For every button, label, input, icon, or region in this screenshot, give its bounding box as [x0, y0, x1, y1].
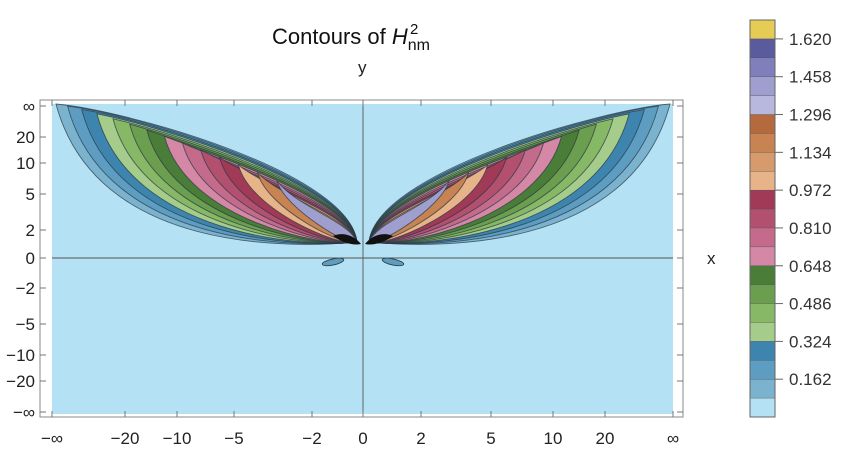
- y-tick-label: −20: [6, 372, 35, 391]
- plot-area: [39, 99, 684, 418]
- colorbar-band: [749, 19, 776, 40]
- colorbar-band: [749, 246, 776, 267]
- contour-core: [333, 234, 361, 245]
- colorbar-band: [749, 133, 776, 153]
- colorbar-band: [749, 341, 776, 361]
- colorbar-label: 0.162: [789, 370, 832, 389]
- colorbar-band: [749, 189, 776, 210]
- x-tick-label: 0: [358, 429, 367, 448]
- y-tick-label: 10: [16, 154, 35, 173]
- colorbar-band: [749, 208, 776, 229]
- colorbar-ticks: [775, 38, 783, 380]
- frame-ticks: [40, 100, 683, 417]
- colorbar-label: 0.486: [789, 295, 832, 314]
- chart-title-prefix: Contours of: [272, 24, 392, 49]
- colorbar-band: [749, 284, 776, 305]
- y-tick-label: 2: [26, 221, 35, 240]
- contour-lobes: [55, 103, 671, 245]
- small-contour-blob: [321, 257, 345, 267]
- y-tick-label: 20: [16, 128, 35, 147]
- x-tick-label: −∞: [41, 429, 63, 448]
- y-tick-label: −2: [16, 279, 35, 298]
- x-tick-label: 10: [544, 429, 563, 448]
- colorbar-band: [749, 152, 776, 172]
- x-tick-label: 5: [486, 429, 495, 448]
- contour-core: [365, 234, 393, 245]
- y-tick-label: −10: [6, 346, 35, 365]
- colorbar-label: 1.620: [789, 30, 832, 49]
- chart-title-sup: 2: [410, 21, 418, 38]
- x-tick-label: −5: [224, 429, 243, 448]
- colorbar-label: 0.648: [789, 257, 832, 276]
- x-tick-label: 2: [416, 429, 425, 448]
- chart-title-symbol: H: [392, 24, 408, 49]
- colorbar: 1.620 1.458 1.296 1.134 0.972 0.810 0.648 0.486…: [749, 19, 832, 418]
- colorbar-label: 1.296: [789, 106, 832, 125]
- colorbar-band: [749, 265, 776, 286]
- colorbar-band: [749, 227, 776, 248]
- y-tick-label: 0: [26, 249, 35, 268]
- y-tick-label: −∞: [13, 403, 35, 422]
- colorbar-bands: [749, 19, 776, 418]
- colorbar-label: 0.810: [789, 219, 832, 238]
- x-tick-label: −10: [163, 429, 192, 448]
- colorbar-band: [749, 397, 776, 418]
- y-tick-label: −5: [16, 315, 35, 334]
- colorbar-band: [749, 303, 776, 323]
- x-tick-label: ∞: [667, 429, 679, 448]
- colorbar-band: [749, 322, 776, 342]
- colorbar-band: [749, 114, 776, 134]
- colorbar-label: 1.134: [789, 143, 832, 162]
- colorbar-labels: 1.620 1.458 1.296 1.134 0.972 0.810 0.648 0.486…: [789, 30, 832, 389]
- x-tick-label: −2: [302, 429, 321, 448]
- colorbar-band: [749, 38, 776, 59]
- colorbar-band: [749, 378, 776, 399]
- colorbar-label: 0.972: [789, 181, 832, 200]
- x-tick-label: 20: [596, 429, 615, 448]
- colorbar-band: [749, 360, 776, 380]
- y-tick-label: ∞: [23, 97, 35, 116]
- chart-title-sub: nm: [408, 37, 430, 54]
- small-contour-blobs: [321, 257, 405, 267]
- colorbar-band: [749, 95, 776, 116]
- colorbar-band: [749, 171, 776, 191]
- colorbar-band: [749, 57, 776, 78]
- colorbar-band: [749, 76, 776, 97]
- colorbar-label: 0.324: [789, 332, 832, 351]
- x-axis-label: x: [707, 249, 716, 268]
- colorbar-frame: [749, 19, 776, 418]
- y-tick-label: 5: [26, 185, 35, 204]
- x-tick-labels: −∞ −20 −10 −5 −2 0 2 5 10 20 ∞: [41, 429, 679, 448]
- small-contour-blob: [381, 257, 405, 267]
- chart-title: Contours of Hnm2: [272, 21, 430, 54]
- colorbar-label: 1.458: [789, 68, 832, 87]
- x-tick-label: −20: [111, 429, 140, 448]
- y-axis-label: y: [358, 58, 367, 77]
